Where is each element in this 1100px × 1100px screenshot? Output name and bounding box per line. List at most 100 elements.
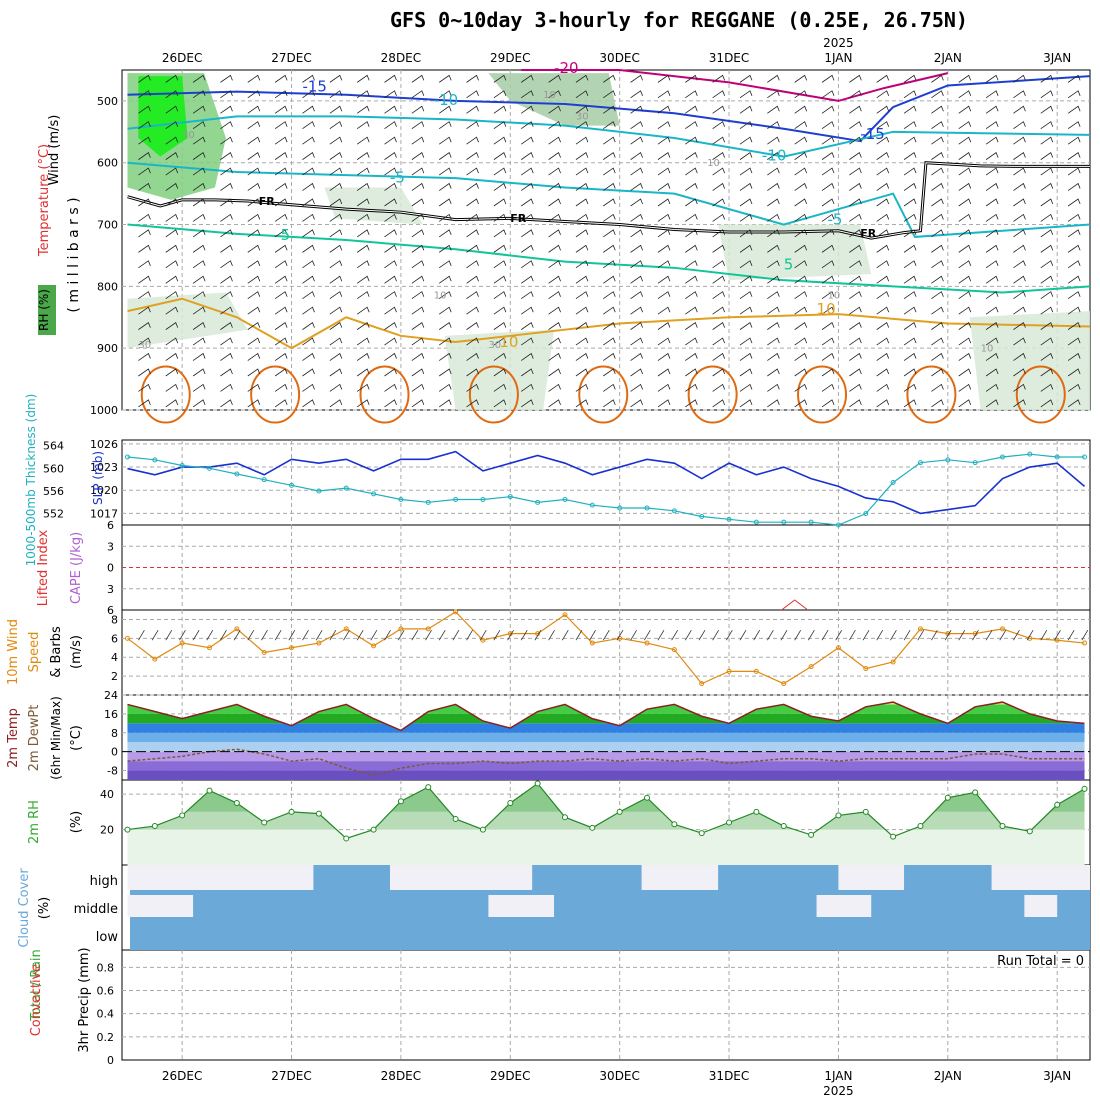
- wind-barb: [274, 152, 288, 160]
- wind-barb: [767, 306, 780, 315]
- wind-barb: [821, 152, 835, 160]
- wind-speed-point: [863, 666, 869, 672]
- wind-barb: [329, 136, 343, 145]
- wind-barb: [384, 213, 397, 222]
- wind-barb: [575, 198, 589, 207]
- slp-axis-label: SLP (mb): [91, 451, 105, 505]
- wind-barb: [958, 352, 972, 361]
- pressure-tick: 1000: [90, 404, 118, 417]
- wind-barb: [958, 105, 972, 114]
- rh2m-point: [1026, 828, 1033, 835]
- wind-barb: [685, 368, 698, 377]
- wind-barb: [220, 229, 233, 238]
- wind-barb: [220, 368, 233, 377]
- surface-wind-barb: [671, 630, 678, 641]
- wind-barb: [302, 244, 315, 253]
- thickness-point: [234, 471, 240, 477]
- wind-barb: [384, 167, 397, 176]
- wind-barb: [1013, 121, 1026, 130]
- wind-barb: [685, 306, 698, 315]
- wind-barb: [739, 306, 753, 315]
- wind-barb: [329, 229, 343, 238]
- rh2m-point: [890, 833, 897, 840]
- wind-barb: [575, 306, 589, 315]
- wind-barb: [302, 121, 315, 130]
- wind-barb: [329, 121, 343, 130]
- wind-barb: [220, 121, 233, 130]
- wind-barb: [247, 198, 261, 207]
- wind-barb: [958, 383, 972, 392]
- wind-barb: [876, 136, 890, 145]
- wind-barb: [356, 322, 370, 330]
- wind-barb: [712, 244, 726, 253]
- wind-barb: [630, 306, 643, 315]
- wind-barb: [220, 213, 233, 222]
- wind-barb: [220, 90, 233, 99]
- surface-wind-barb: [1040, 630, 1048, 641]
- wind-barb: [302, 74, 315, 83]
- wind-barb: [821, 322, 835, 330]
- wind-barb: [165, 182, 179, 191]
- wind-barb: [548, 229, 561, 238]
- wind-barb: [302, 306, 315, 315]
- wind-barb: [493, 213, 507, 222]
- lifted-index-tick: 3: [107, 540, 114, 553]
- wind-barb: [849, 337, 862, 346]
- wind-barb: [220, 198, 233, 207]
- wind-barb: [657, 198, 671, 207]
- wind-barb: [985, 167, 999, 176]
- warm-lobe-contour: [468, 365, 519, 424]
- rh2m-point: [479, 826, 486, 833]
- wind-barb: [849, 229, 862, 238]
- thickness-point: [207, 465, 213, 471]
- wind-barb: [739, 198, 753, 207]
- isotherm-label: -15: [860, 125, 885, 143]
- rh-shading-area: [488, 73, 620, 126]
- wind-barb: [165, 167, 179, 176]
- rh-legend-swatch: [38, 285, 56, 335]
- wind-barb: [493, 291, 507, 300]
- surface-wind-barb: [425, 630, 432, 641]
- surface-wind-barb: [712, 630, 719, 641]
- wind-barb: [411, 136, 425, 145]
- clear-sky-gap: [488, 895, 555, 917]
- isotherm-label: -15: [302, 78, 327, 96]
- wind-barb: [1067, 322, 1081, 330]
- wind-barb: [192, 244, 206, 253]
- wind-barb: [767, 275, 780, 284]
- wind-barb: [739, 322, 753, 330]
- wind-barb: [903, 152, 917, 160]
- wind-barb: [1040, 337, 1054, 346]
- surface-wind-barb: [808, 630, 815, 641]
- wind-barb: [356, 244, 370, 253]
- wind-barb: [1040, 306, 1054, 315]
- wind-barb: [548, 383, 561, 392]
- wind-barb: [767, 105, 780, 114]
- wind-barb: [356, 182, 370, 191]
- rh2m-point: [534, 780, 541, 787]
- wind-barb: [603, 275, 616, 284]
- wind-barb: [849, 213, 862, 222]
- wind-barb: [876, 90, 890, 99]
- wind-barb: [521, 275, 534, 284]
- wind-barb: [493, 167, 507, 176]
- temp-tick: 24: [104, 689, 118, 702]
- wind-speed-point: [835, 645, 841, 651]
- bottom-date-label: 3JAN: [1043, 1069, 1071, 1083]
- wind-barb: [329, 306, 343, 315]
- wind-barb: [548, 167, 561, 176]
- wind-barb: [1013, 306, 1026, 315]
- rh2m-point: [425, 784, 432, 791]
- wind-barb: [685, 383, 698, 392]
- wind-barb: [356, 383, 370, 392]
- wind-barb: [712, 121, 726, 130]
- wind-barb: [958, 275, 972, 284]
- wind-barb: [1067, 306, 1081, 315]
- wind-barb: [630, 198, 643, 207]
- wind-barb: [302, 105, 315, 114]
- wind-barb: [931, 136, 944, 145]
- bottom-date-label: 31DEC: [709, 1069, 749, 1083]
- wind-barb: [220, 337, 233, 346]
- wind-barb: [958, 167, 972, 176]
- rh2m-point: [808, 831, 815, 838]
